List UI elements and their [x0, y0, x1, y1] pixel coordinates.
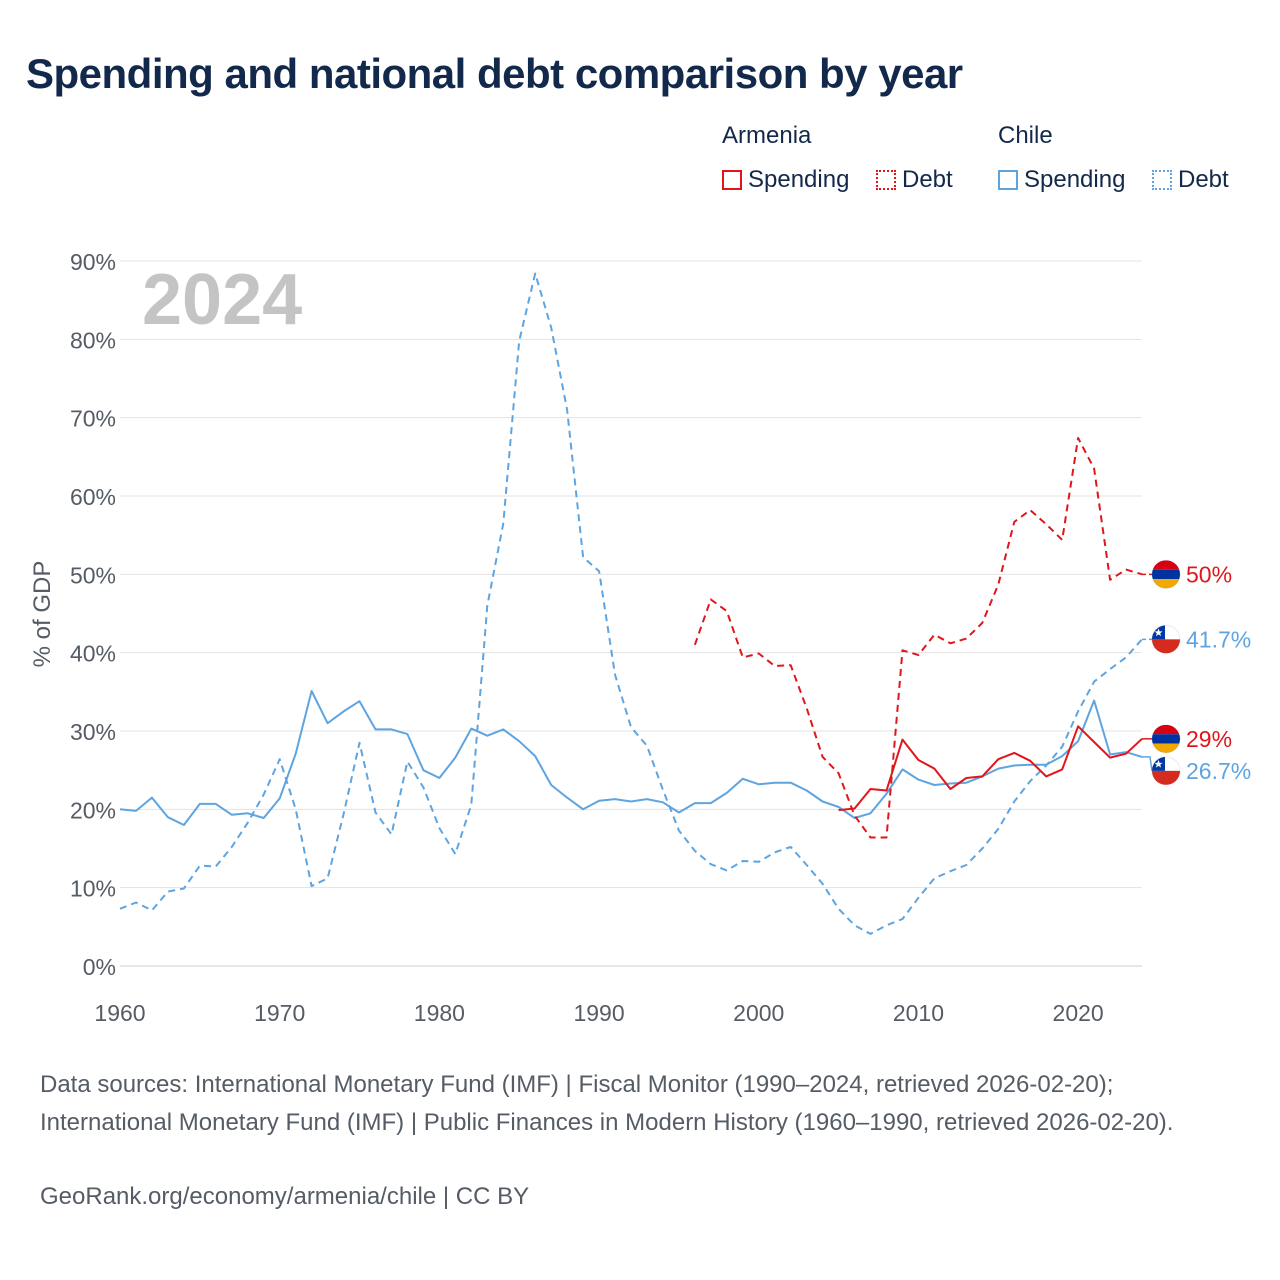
legend-label: Debt	[1178, 166, 1229, 193]
legend-swatch-dotted	[1152, 170, 1172, 190]
legend-chile-spending[interactable]: Spending	[998, 166, 1125, 194]
legend-group-chile: Chile	[998, 122, 1053, 149]
y-axis-title: % of GDP	[29, 561, 56, 668]
end-value-label: 29%	[1186, 726, 1232, 752]
armenia-flag-icon	[1151, 559, 1181, 589]
chile-flag-icon	[1151, 756, 1181, 786]
x-tick-label: 1980	[414, 1000, 465, 1026]
legend-group-armenia: Armenia	[722, 122, 812, 149]
legend-label: Spending	[748, 166, 850, 193]
legend-label: Spending	[1024, 166, 1126, 193]
x-tick-label: 1990	[573, 1000, 624, 1026]
legend-swatch-solid	[722, 170, 742, 190]
chile-debt-line	[119, 272, 1143, 935]
y-tick-label: 50%	[70, 562, 116, 588]
x-tick-label: 2010	[893, 1000, 944, 1026]
x-tick-label: 2000	[733, 1000, 784, 1026]
legend-swatch-dotted	[876, 170, 896, 190]
site-credit: GeoRank.org/economy/armenia/chile | CC B…	[40, 1183, 530, 1210]
end-value-label: 50%	[1186, 561, 1232, 587]
y-tick-label: 20%	[70, 797, 116, 823]
x-tick-label: 1970	[254, 1000, 305, 1026]
x-tick-label: 2020	[1053, 1000, 1104, 1026]
legend-swatch-solid	[998, 170, 1018, 190]
chile-spending-line	[119, 690, 1143, 826]
legend-armenia-debt[interactable]: Debt	[876, 166, 953, 194]
y-tick-label: 90%	[70, 249, 116, 275]
legend: Armenia Spending Debt Chile Spending Deb…	[0, 122, 1280, 212]
x-tick-label: 1960	[94, 1000, 145, 1026]
y-tick-label: 0%	[83, 954, 116, 980]
y-tick-label: 40%	[70, 641, 116, 667]
armenia-spending-line	[838, 725, 1143, 812]
chile-flag-icon	[1151, 624, 1181, 654]
y-tick-label: 60%	[70, 484, 116, 510]
legend-armenia-spending[interactable]: Spending	[722, 166, 849, 194]
y-tick-label: 10%	[70, 876, 116, 902]
end-value-label: 41.7%	[1186, 626, 1251, 652]
y-tick-label: 70%	[70, 406, 116, 432]
armenia-flag-icon	[1151, 724, 1181, 754]
armenia-debt-line	[693, 437, 1143, 839]
y-tick-label: 80%	[70, 327, 116, 353]
line-chart: 2024 % of GDP 0% 10% 20% 30% 40% 50% 60% 70% 80%…	[29, 249, 1251, 1026]
year-watermark: 2024	[142, 260, 302, 340]
end-connector	[1142, 756, 1153, 771]
legend-chile-debt[interactable]: Debt	[1152, 166, 1229, 194]
chart-title: Spending and national debt comparison by…	[26, 50, 963, 97]
legend-label: Debt	[902, 166, 953, 193]
data-source-note: Data sources: International Monetary Fun…	[40, 1071, 1174, 1136]
y-tick-label: 30%	[70, 719, 116, 745]
end-value-label: 26.7%	[1186, 758, 1251, 784]
